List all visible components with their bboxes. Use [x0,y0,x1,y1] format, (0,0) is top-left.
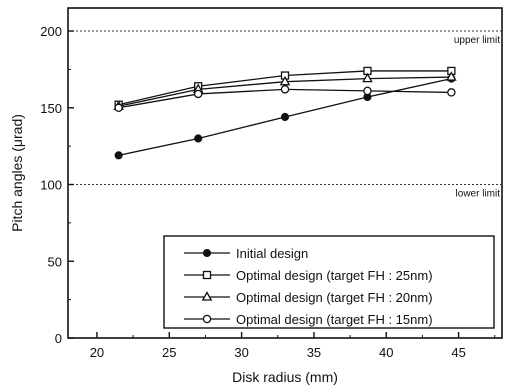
x-axis-title: Disk radius (mm) [232,369,338,385]
legend-marker [201,291,213,301]
series-4 [114,85,456,113]
y-tick-label: 150 [40,101,62,116]
data-point [363,86,372,96]
legend-entry: Initial design [184,246,308,261]
legend-label: Initial design [236,246,308,261]
legend-marker [202,314,212,324]
plot-area-border [67,7,503,339]
data-point [279,75,291,86]
legend-entry: Optimal design (target FH : 15nm) [184,312,433,327]
legend-label: Optimal design (target FH : 20nm) [236,290,433,305]
legend-label: Optimal design (target FH : 25nm) [236,268,433,283]
reference-lines: upper limit lower limit [68,30,502,200]
y-tick-label: 100 [40,178,62,193]
axis-ticks: 20 25 30 35 40 45 0 50 100 150 200 [40,24,496,360]
data-point [446,71,457,81]
y-tick-label: 50 [48,254,62,269]
x-tick-label: 20 [90,345,104,360]
y-tick-label: 0 [55,331,62,346]
x-tick-label: 30 [234,345,248,360]
x-tick-label: 45 [451,345,465,360]
plot-frame [67,7,503,339]
data-point [194,134,203,143]
data-point [114,151,123,160]
data-series [113,66,457,160]
legend-entry: Optimal design (target FH : 25nm) [184,268,433,283]
y-tick-label: 200 [40,24,62,39]
legend-marker [202,248,212,258]
legend-box [163,235,495,329]
data-point [114,103,123,113]
legend: Initial design Optimal design (target FH … [163,235,495,329]
x-tick-label: 25 [162,345,176,360]
limit-label: upper limit [454,35,500,46]
x-tick-label: 35 [307,345,321,360]
data-point [447,88,456,97]
legend-marker [202,270,212,280]
data-point [280,112,290,122]
legend-entry: Optimal design (target FH : 20nm) [184,290,433,305]
x-tick-label: 40 [379,345,393,360]
data-point [362,72,373,83]
data-point [193,89,203,99]
legend-label: Optimal design (target FH : 15nm) [236,312,433,327]
data-point [280,85,290,94]
y-axis-title: Pitch angles (μrad) [9,114,25,232]
limit-label: lower limit [456,189,501,200]
